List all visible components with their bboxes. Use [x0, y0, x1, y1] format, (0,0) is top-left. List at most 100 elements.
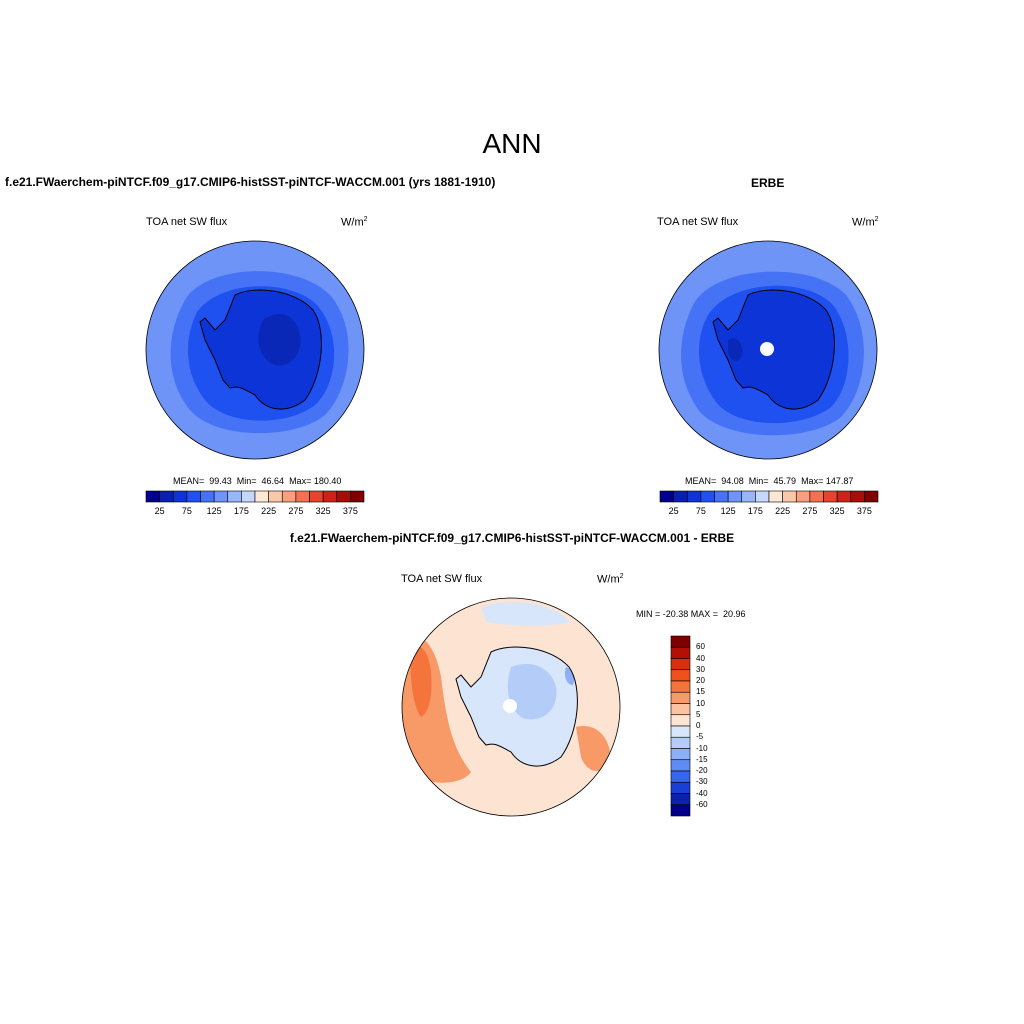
colorbar-swatch [227, 490, 242, 503]
colorbar-swatch [670, 736, 691, 749]
panel-2-units-label: W/m2 [852, 216, 879, 229]
colorbar-swatch [159, 490, 174, 503]
colorbar-tick-label: 5 [696, 709, 701, 719]
panel-2-stats: MEAN= 94.08 Min= 45.79 Max= 147.87 [685, 476, 854, 486]
map-boundary [401, 597, 621, 817]
colorbar-swatch [670, 635, 691, 648]
colorbar-swatch [670, 804, 691, 817]
coastline [199, 289, 322, 410]
colorbar-tick-label: 175 [747, 506, 763, 516]
colorbar-swatch [670, 714, 691, 727]
colorbar-swatch [200, 490, 215, 503]
colorbar-swatch [670, 725, 691, 738]
colorbar-tick-label: 0 [696, 721, 701, 730]
colorbar-swatch [670, 658, 691, 671]
colorbar-tick-label: 325 [829, 506, 845, 516]
panel-3-title: f.e21.FWaerchem-piNTCF.f09_g17.CMIP6-his… [289, 531, 735, 545]
east-antarctic-plateau [258, 314, 301, 366]
diff-moderate-negative [507, 663, 557, 720]
colorbar-swatch [809, 490, 824, 503]
colorbar-tick-label: 30 [696, 664, 705, 674]
colorbar-tick-label: 125 [206, 506, 222, 516]
diff-positive-east [576, 726, 611, 772]
page-title: ANN [482, 128, 542, 159]
colorbar-swatch [670, 793, 691, 806]
colorbar-tick-label: 20 [696, 676, 705, 685]
east-antarctic-plateau [728, 338, 743, 362]
colorbar-tick-label: 325 [315, 506, 331, 516]
pole-hole [503, 699, 517, 713]
panel-1-title: f.e21.FWaerchem-piNTCF.f09_g17.CMIP6-his… [5, 175, 496, 189]
colorbar-tick-label: 25 [154, 506, 165, 516]
colorbar-tick-label: -15 [696, 754, 708, 764]
colorbar-swatch [795, 490, 811, 503]
panel-1-units: W/m [341, 216, 364, 229]
colorbar-tick-label: 15 [696, 687, 705, 697]
map-boundary [145, 240, 365, 460]
colorbar-tick-label: 125 [720, 506, 736, 516]
colorbar-swatch [836, 490, 852, 503]
colorbar-swatch [659, 490, 674, 503]
colorbar-tick-label: 375 [856, 506, 872, 516]
colorbar-tick-label: 275 [802, 506, 818, 516]
panel-2-variable-label: TOA net SW flux [657, 216, 739, 228]
colorbar-swatch [350, 490, 365, 503]
colorbar-tick-label: -10 [696, 743, 708, 753]
colorbar-swatch [336, 490, 351, 503]
colorbar-swatch [281, 490, 297, 503]
colorbar-tick-label: -5 [696, 732, 704, 742]
colorbar-swatch [254, 490, 269, 503]
colorbar-swatch [670, 703, 691, 716]
colorbar-swatch [864, 490, 879, 503]
colorbar-tick-label: 60 [696, 642, 705, 652]
colorbar-swatch [309, 490, 324, 503]
diff-strong-positive [410, 645, 432, 717]
colorbar-swatch [213, 490, 229, 503]
panel-1-units-exp: 2 [363, 216, 368, 223]
map-erbe [658, 240, 878, 460]
colorbar-swatch [322, 490, 338, 503]
panel-1-stats: MEAN= 99.43 Min= 46.64 Max= 180.40 [173, 476, 342, 486]
panel-2-units: W/m [852, 216, 875, 229]
colorbar-tick-label: 375 [342, 506, 358, 516]
panel-3-units: W/m [597, 573, 620, 586]
panel-1-variable-label: TOA net SW flux [146, 216, 228, 228]
colorbar-swatch [673, 490, 688, 503]
colorbar-swatch [700, 490, 715, 503]
colorbar-swatch [670, 759, 691, 772]
colorbar-swatch [850, 490, 865, 503]
colorbar-swatch [268, 490, 283, 503]
colorbar-swatch [145, 490, 160, 503]
colorbar-swatch [295, 490, 310, 503]
colorbar-tick-label: 25 [668, 506, 679, 516]
colorbar-swatch [782, 490, 797, 503]
panel-3-variable-label: TOA net SW flux [401, 573, 483, 585]
colorbar-tick-label: 40 [696, 653, 705, 663]
colorbar-tick-label: 75 [695, 506, 706, 516]
colorbar-swatch [741, 490, 756, 503]
colorbar-swatch [727, 490, 743, 503]
colorbar-erbe: 25 75 125 175 225 275 325 375 [659, 490, 879, 519]
panel-3-units-label: W/m2 [597, 573, 624, 586]
pole-hole [760, 342, 774, 356]
colorbar-swatch [823, 490, 838, 503]
colorbar-swatch [768, 490, 783, 503]
colorbar-swatch [670, 680, 691, 693]
colorbar-swatch [670, 770, 691, 783]
panel-3-units-exp: 2 [619, 573, 624, 580]
colorbar-swatch [670, 781, 691, 794]
colorbar-swatch [186, 490, 201, 503]
colorbar-tick-label: 75 [181, 506, 192, 516]
colorbar-tick-label: -30 [696, 777, 708, 787]
map-difference [401, 597, 621, 817]
colorbar-swatch [686, 490, 702, 503]
colorbar-tick-label: -60 [696, 799, 708, 809]
colorbar-swatch [172, 490, 188, 503]
panel-2-title: ERBE [751, 176, 785, 190]
colorbar-tick-label: 275 [288, 506, 304, 516]
panel-2-units-exp: 2 [874, 216, 879, 223]
colorbar-tick-label: 175 [233, 506, 249, 516]
coastline [455, 646, 578, 767]
colorbar-difference: 60 40 30 20 15 10 5 0 -5 -10 -15 -20 -30 -40 -60 [670, 635, 741, 817]
colorbar-swatch [755, 490, 770, 503]
